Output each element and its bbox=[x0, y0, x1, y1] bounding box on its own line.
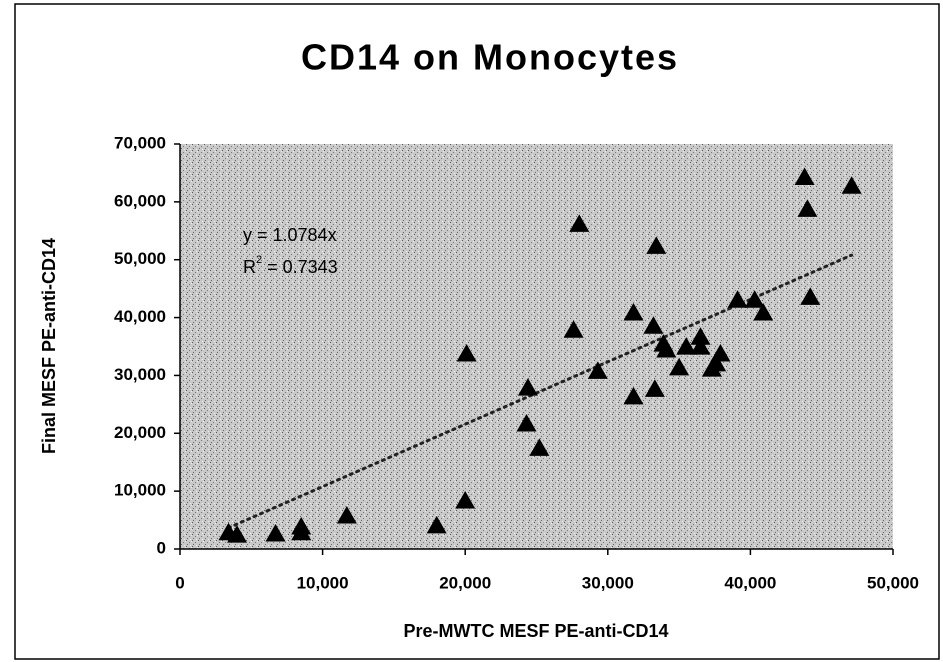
y-tick-label: 20,000 bbox=[114, 423, 166, 442]
data-point bbox=[529, 438, 550, 456]
data-point bbox=[336, 506, 357, 524]
data-point bbox=[727, 290, 748, 308]
data-point bbox=[841, 176, 862, 194]
data-point bbox=[800, 287, 821, 305]
data-point bbox=[797, 199, 818, 217]
r-squared-symbol: R bbox=[243, 257, 256, 277]
y-tick-label: 70,000 bbox=[114, 133, 166, 152]
data-point bbox=[516, 414, 537, 432]
x-tick-label: 40,000 bbox=[724, 573, 776, 592]
data-point bbox=[690, 327, 711, 345]
data-point bbox=[794, 167, 815, 186]
data-point bbox=[587, 361, 608, 379]
data-point bbox=[456, 344, 477, 362]
data-point bbox=[623, 386, 644, 405]
data-point bbox=[291, 522, 312, 541]
data-point bbox=[676, 337, 697, 355]
trendline bbox=[226, 253, 854, 530]
y-tick-label: 60,000 bbox=[114, 191, 166, 210]
r-squared-exponent: 2 bbox=[256, 254, 262, 266]
equation: y = 1.0784x bbox=[243, 225, 337, 245]
x-tick-label: 50,000 bbox=[867, 573, 919, 592]
data-point bbox=[710, 344, 731, 362]
r-squared-text: = 0.7343 bbox=[262, 257, 338, 277]
x-tick-label: 30,000 bbox=[582, 573, 634, 592]
chart-title: CD14 on Monocytes bbox=[301, 37, 679, 78]
x-axis-label: Pre-MWTC MESF PE-anti-CD14 bbox=[403, 621, 668, 641]
data-point bbox=[426, 515, 447, 534]
data-point bbox=[517, 378, 538, 396]
y-axis-label: Final MESF PE-anti-CD14 bbox=[39, 238, 59, 454]
y-tick-label: 0 bbox=[157, 538, 166, 557]
data-point bbox=[455, 490, 476, 509]
y-tick-label: 40,000 bbox=[114, 307, 166, 326]
data-point bbox=[744, 290, 765, 308]
x-tick-label: 20,000 bbox=[439, 573, 491, 592]
data-point bbox=[669, 357, 690, 376]
y-tick-label: 10,000 bbox=[114, 481, 166, 500]
data-point bbox=[656, 339, 677, 358]
data-point bbox=[623, 302, 644, 321]
data-point bbox=[643, 316, 664, 334]
data-point bbox=[753, 302, 774, 321]
y-tick-label: 30,000 bbox=[114, 365, 166, 384]
data-point bbox=[227, 525, 248, 543]
data-point bbox=[644, 379, 665, 397]
data-point bbox=[265, 523, 286, 542]
data-point bbox=[706, 353, 727, 372]
data-point bbox=[569, 214, 590, 232]
x-tick-label: 10,000 bbox=[297, 573, 349, 592]
r-squared: R2 = 0.7343 bbox=[243, 254, 338, 277]
data-point bbox=[646, 236, 667, 254]
x-tick-label: 0 bbox=[175, 573, 184, 592]
data-point bbox=[690, 337, 711, 355]
y-tick-label: 50,000 bbox=[114, 249, 166, 268]
plot-area bbox=[180, 144, 893, 549]
data-point bbox=[563, 320, 584, 338]
